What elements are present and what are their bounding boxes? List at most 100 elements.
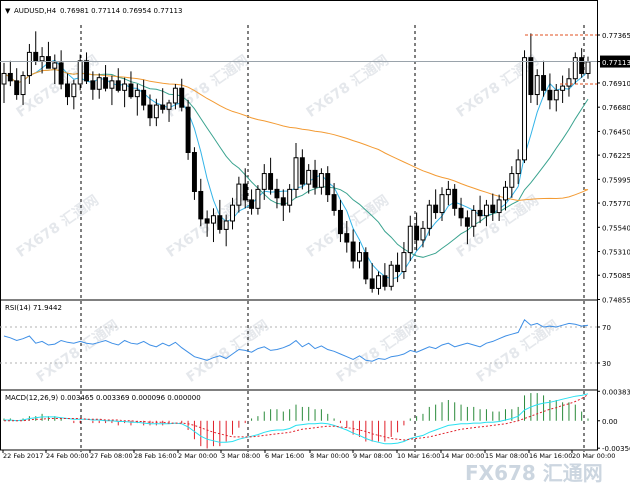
- candle: [337, 199, 343, 243]
- candle: [204, 210, 210, 237]
- macd-panel: MACD(12,26,9) 0.003465 0.003369 0.000096…: [3, 388, 630, 453]
- bullish-candle-body: [357, 252, 362, 262]
- candle: [280, 189, 286, 221]
- current-price-label: 0.77113: [602, 59, 630, 67]
- candle: [509, 166, 515, 198]
- candle: [503, 180, 508, 211]
- candle: [255, 185, 261, 215]
- candle: [103, 65, 109, 92]
- rsi-line: [3, 319, 589, 362]
- bearish-candle-body: [90, 80, 96, 90]
- period-separators: [80, 25, 585, 452]
- bearish-candle-body: [541, 75, 547, 91]
- candle: [452, 184, 458, 216]
- bullish-candle-body: [471, 209, 477, 227]
- bearish-candle-body: [547, 89, 553, 101]
- candle: [471, 205, 477, 237]
- bearish-candle-body: [160, 104, 166, 110]
- candle: [249, 189, 255, 215]
- bearish-candle-body: [490, 204, 496, 214]
- candle: [166, 99, 172, 122]
- candle: [458, 197, 464, 227]
- bearish-candle-body: [458, 207, 464, 219]
- price-tick-label: 0.75085: [602, 272, 630, 280]
- bearish-candle-body: [337, 209, 343, 235]
- rsi-tick-label: 30: [602, 360, 611, 368]
- candle: [293, 143, 299, 198]
- bearish-candle-body: [579, 57, 585, 74]
- candle: [134, 84, 140, 116]
- bearish-candle-body: [528, 57, 534, 96]
- candle: [344, 220, 350, 253]
- price-tick-label: 0.74855: [602, 296, 630, 304]
- bullish-candle-body: [585, 61, 591, 74]
- candle: [490, 193, 496, 221]
- bullish-candle-body: [255, 188, 261, 209]
- bullish-candle-body: [172, 87, 178, 104]
- corner-watermark: FX678 汇通网: [465, 461, 603, 485]
- bearish-candle-body: [325, 173, 331, 196]
- candle: [401, 242, 407, 279]
- time-tick-label: 22 Feb 2017: [3, 452, 43, 460]
- macd-signal-line: [4, 394, 589, 441]
- candle: [433, 189, 439, 219]
- price-candles: [1, 31, 591, 295]
- candle: [39, 47, 45, 74]
- price-tick-label: 0.75540: [602, 224, 630, 232]
- bearish-candle-body: [179, 87, 185, 108]
- bearish-candle-body: [115, 80, 121, 91]
- axes: 0.77365 0.77113 0.76910 0.76680 0.76450 0.762…: [2, 32, 630, 460]
- bullish-candle-body: [522, 57, 527, 161]
- candle: [522, 50, 527, 164]
- candle: [185, 99, 191, 160]
- price-overlays: [0, 34, 597, 85]
- bearish-candle-body: [141, 89, 147, 106]
- bearish-candle-body: [191, 151, 197, 192]
- bullish-candle-body: [1, 72, 7, 85]
- long-moving-average-line: [3, 68, 589, 202]
- time-tick-label: 20 Mar 00:00: [572, 452, 615, 460]
- candle: [223, 214, 229, 247]
- bullish-candle-body: [211, 215, 216, 224]
- bullish-candle-body: [287, 188, 293, 206]
- candle: [388, 261, 394, 291]
- bearish-candle-body: [217, 215, 223, 230]
- rsi-panel: RSI(14) 71.9442 70 30: [0, 304, 611, 368]
- candle: [560, 75, 566, 103]
- bearish-candle-body: [414, 225, 420, 241]
- bearish-candle-body: [363, 252, 369, 280]
- candle: [420, 220, 426, 248]
- price-tick-label: 0.76680: [602, 104, 630, 112]
- candle: [363, 247, 369, 285]
- bullish-candle-body: [223, 220, 229, 230]
- bullish-candle-body: [566, 78, 572, 87]
- bearish-candle-body: [382, 275, 388, 287]
- bearish-candle-body: [33, 51, 39, 62]
- time-tick-label: 6 Mar 16:00: [265, 452, 304, 460]
- bearish-candle-body: [369, 278, 375, 289]
- macd-tick-label: -0.003563: [602, 445, 630, 453]
- bullish-candle-body: [52, 62, 58, 69]
- bearish-candle-body: [299, 157, 305, 185]
- price-tick-label: 0.76225: [602, 152, 630, 160]
- bearish-candle-body: [280, 197, 286, 206]
- candle: [496, 194, 502, 221]
- bullish-candle-body: [407, 225, 413, 254]
- bearish-candle-body: [274, 188, 280, 199]
- candle: [109, 75, 115, 106]
- bullish-candle-body: [503, 186, 508, 201]
- bullish-candle-body: [77, 60, 83, 85]
- bearish-candle-body: [312, 169, 318, 188]
- candle: [122, 77, 128, 108]
- bullish-candle-body: [39, 56, 45, 62]
- candle: [306, 164, 312, 194]
- candle: [147, 94, 153, 127]
- macd-label: MACD(12,26,9) 0.003465 0.003369 0.000096…: [5, 394, 201, 402]
- candle: [357, 242, 362, 269]
- candle: [7, 60, 13, 87]
- bullish-candle-body: [153, 104, 159, 119]
- candle: [445, 180, 451, 206]
- candle: [77, 54, 83, 91]
- time-tick-label: 3 Mar 08:00: [221, 452, 260, 460]
- chart-header: ▼ AUDUSD,H4 0.76981 0.77114 0.76954 0.7711…: [5, 7, 603, 485]
